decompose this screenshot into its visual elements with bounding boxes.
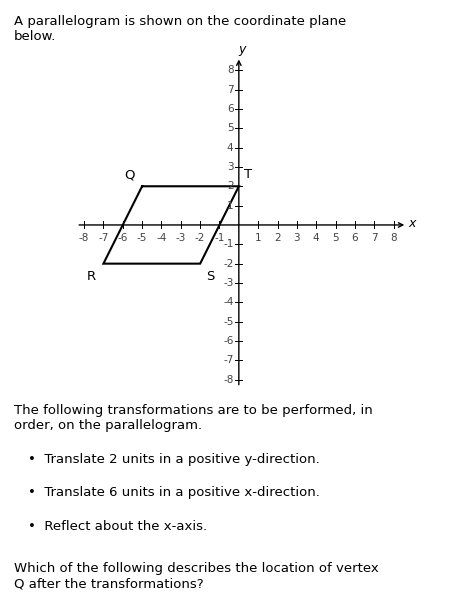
- Text: •  Reflect about the x-axis.: • Reflect about the x-axis.: [28, 520, 208, 533]
- Text: -2: -2: [223, 258, 233, 269]
- Text: •  Translate 6 units in a positive x-direction.: • Translate 6 units in a positive x-dire…: [28, 486, 320, 499]
- Text: 2: 2: [274, 233, 281, 243]
- Text: 3: 3: [227, 162, 233, 172]
- Text: 8: 8: [227, 65, 233, 75]
- Text: 7: 7: [227, 85, 233, 94]
- Text: 6: 6: [352, 233, 358, 243]
- Text: S: S: [206, 271, 214, 283]
- Text: Which of the following describes the location of vertex
Q after the transformati: Which of the following describes the loc…: [14, 562, 379, 590]
- Text: T: T: [244, 168, 252, 181]
- Text: A parallelogram is shown on the coordinate plane
below.: A parallelogram is shown on the coordina…: [14, 15, 346, 43]
- Text: -6: -6: [223, 336, 233, 346]
- Text: -5: -5: [223, 317, 233, 326]
- Text: -1: -1: [214, 233, 225, 243]
- Text: 4: 4: [227, 143, 233, 153]
- Text: -2: -2: [195, 233, 205, 243]
- Text: -7: -7: [98, 233, 109, 243]
- Text: 1: 1: [227, 201, 233, 210]
- Text: -4: -4: [223, 297, 233, 307]
- Text: •  Translate 2 units in a positive y-direction.: • Translate 2 units in a positive y-dire…: [28, 453, 320, 466]
- Text: x: x: [408, 218, 416, 230]
- Text: -8: -8: [223, 375, 233, 385]
- Text: -8: -8: [79, 233, 89, 243]
- Text: -3: -3: [223, 278, 233, 288]
- Text: Q: Q: [124, 168, 134, 181]
- Text: -3: -3: [175, 233, 186, 243]
- Text: -4: -4: [156, 233, 167, 243]
- Text: -6: -6: [118, 233, 128, 243]
- Text: 7: 7: [371, 233, 378, 243]
- Text: 5: 5: [227, 123, 233, 133]
- Text: 4: 4: [313, 233, 319, 243]
- Text: y: y: [238, 43, 246, 57]
- Text: 8: 8: [390, 233, 397, 243]
- Text: 1: 1: [255, 233, 262, 243]
- Text: 2: 2: [227, 181, 233, 192]
- Text: R: R: [87, 271, 96, 283]
- Text: -1: -1: [223, 240, 233, 249]
- Text: 3: 3: [293, 233, 300, 243]
- Text: The following transformations are to be performed, in
order, on the parallelogra: The following transformations are to be …: [14, 404, 373, 432]
- Text: -5: -5: [137, 233, 147, 243]
- Text: 6: 6: [227, 104, 233, 114]
- Text: 5: 5: [332, 233, 339, 243]
- Text: -7: -7: [223, 356, 233, 365]
